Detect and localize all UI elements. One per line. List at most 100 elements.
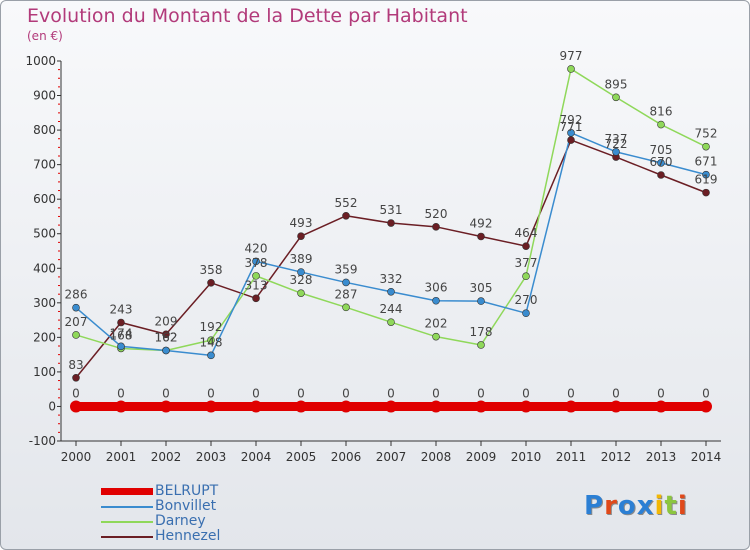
- data-label-hennezel: 722: [605, 137, 628, 151]
- data-label-hennezel: 209: [155, 314, 178, 328]
- data-label-hennezel: 552: [335, 196, 358, 210]
- y-tick-label: 700: [33, 158, 56, 172]
- data-point-hennezel: [207, 278, 215, 287]
- data-label-bonvillet: 705: [650, 143, 673, 157]
- legend-item-hennezel: Hennezel: [101, 528, 301, 545]
- legend-label-bonvillet: Bonvillet: [155, 498, 217, 514]
- x-tick-label: 2000: [61, 450, 92, 464]
- data-point-belrupt: [430, 400, 442, 413]
- chart-title: Evolution du Montant de la Dette par Hab…: [27, 5, 468, 27]
- data-label-bonvillet: 359: [335, 262, 358, 276]
- data-point-bonvillet: [522, 309, 530, 317]
- data-point-bonvillet: [612, 148, 620, 156]
- data-label-hennezel: 520: [425, 207, 448, 221]
- data-point-hennezel: [297, 232, 305, 240]
- data-point-bonvillet: [207, 351, 215, 360]
- data-label-belrupt: 0: [432, 386, 440, 400]
- data-point-darney: [252, 272, 260, 280]
- data-label-hennezel: 670: [650, 155, 673, 169]
- legend-swatch-belrupt: [101, 488, 153, 495]
- data-point-darney: [207, 336, 215, 344]
- data-point-belrupt: [610, 400, 622, 413]
- data-label-hennezel: 243: [110, 303, 133, 317]
- y-tick-label: 1000: [25, 54, 56, 68]
- data-label-belrupt: 0: [207, 386, 215, 400]
- data-label-belrupt: 0: [252, 386, 260, 400]
- data-label-bonvillet: 792: [560, 113, 583, 127]
- y-tick-label: -100: [29, 434, 56, 448]
- legend-item-belrupt: BELRUPT: [101, 483, 301, 500]
- data-point-bonvillet: [387, 287, 395, 296]
- data-label-hennezel: 492: [470, 216, 493, 230]
- data-label-bonvillet: 286: [65, 288, 88, 302]
- legend-swatch-darney: [101, 521, 153, 523]
- x-tick-label: 2012: [601, 450, 632, 464]
- data-point-hennezel: [117, 318, 125, 327]
- data-label-darney: 162: [155, 330, 178, 344]
- chart-axes: -100010020030040050060070080090010002000…: [25, 54, 721, 464]
- legend-swatch-hennezel: [101, 536, 153, 538]
- data-point-bonvillet: [117, 342, 125, 351]
- data-label-hennezel: 464: [515, 226, 538, 240]
- chart-legend: BELRUPT Bonvillet Darney Hennezel: [101, 483, 301, 545]
- data-label-hennezel: 493: [290, 216, 313, 230]
- data-point-hennezel: [522, 242, 530, 250]
- proxiti-logo: Proxiti: [584, 491, 688, 521]
- legend-item-darney: Darney: [101, 513, 301, 530]
- data-point-hennezel: [432, 223, 440, 231]
- data-label-belrupt: 0: [612, 386, 620, 400]
- data-label-darney: 287: [335, 287, 358, 301]
- logo-letter: i: [677, 491, 688, 521]
- data-point-belrupt: [70, 400, 82, 413]
- data-point-bonvillet: [432, 296, 440, 305]
- data-point-hennezel: [657, 171, 665, 179]
- x-tick-label: 2005: [286, 450, 317, 464]
- x-tick-label: 2008: [421, 450, 452, 464]
- data-point-hennezel: [477, 232, 485, 241]
- x-tick-label: 2009: [466, 450, 497, 464]
- x-tick-label: 2006: [331, 450, 362, 464]
- y-tick-label: 100: [33, 365, 56, 379]
- data-point-darney: [477, 341, 485, 349]
- data-label-bonvillet: 162: [155, 330, 178, 344]
- data-point-darney: [387, 318, 395, 326]
- y-tick-label: 300: [33, 296, 56, 310]
- data-label-belrupt: 0: [117, 386, 125, 400]
- data-label-bonvillet: 305: [470, 281, 493, 295]
- data-label-hennezel: 313: [245, 278, 268, 292]
- data-point-darney: [657, 120, 665, 129]
- data-label-belrupt: 0: [297, 386, 305, 400]
- data-point-hennezel: [252, 294, 260, 303]
- data-point-belrupt: [520, 400, 532, 413]
- chart-series-points: [70, 65, 712, 413]
- data-label-belrupt: 0: [72, 386, 80, 400]
- data-point-belrupt: [295, 400, 307, 413]
- data-point-bonvillet: [702, 170, 710, 179]
- data-point-belrupt: [160, 400, 172, 413]
- data-point-darney: [567, 65, 575, 73]
- x-tick-label: 2013: [646, 450, 677, 464]
- data-label-bonvillet: 306: [425, 281, 448, 295]
- data-label-belrupt: 0: [477, 386, 485, 400]
- x-tick-label: 2011: [556, 450, 587, 464]
- data-label-belrupt: 0: [657, 386, 665, 400]
- data-point-belrupt: [565, 400, 577, 413]
- chart-data-labels: 83 243 209 358 313 493 552 531 520 492 464 771 722 67…: [65, 49, 718, 401]
- y-tick-label: 500: [33, 227, 56, 241]
- data-label-darney: 328: [290, 273, 313, 287]
- data-point-darney: [432, 332, 440, 341]
- logo-letter: x: [636, 491, 655, 521]
- x-tick-label: 2004: [241, 450, 272, 464]
- data-label-darney: 977: [560, 49, 583, 63]
- data-point-hennezel: [387, 219, 395, 227]
- chart-series-lines: [71, 68, 711, 411]
- data-point-bonvillet: [252, 257, 260, 266]
- data-point-bonvillet: [567, 129, 575, 137]
- legend-label-hennezel: Hennezel: [155, 528, 221, 544]
- data-label-darney: 752: [695, 127, 718, 141]
- data-point-belrupt: [700, 400, 712, 413]
- data-point-belrupt: [205, 400, 217, 413]
- data-point-belrupt: [340, 400, 352, 413]
- data-point-belrupt: [475, 400, 487, 413]
